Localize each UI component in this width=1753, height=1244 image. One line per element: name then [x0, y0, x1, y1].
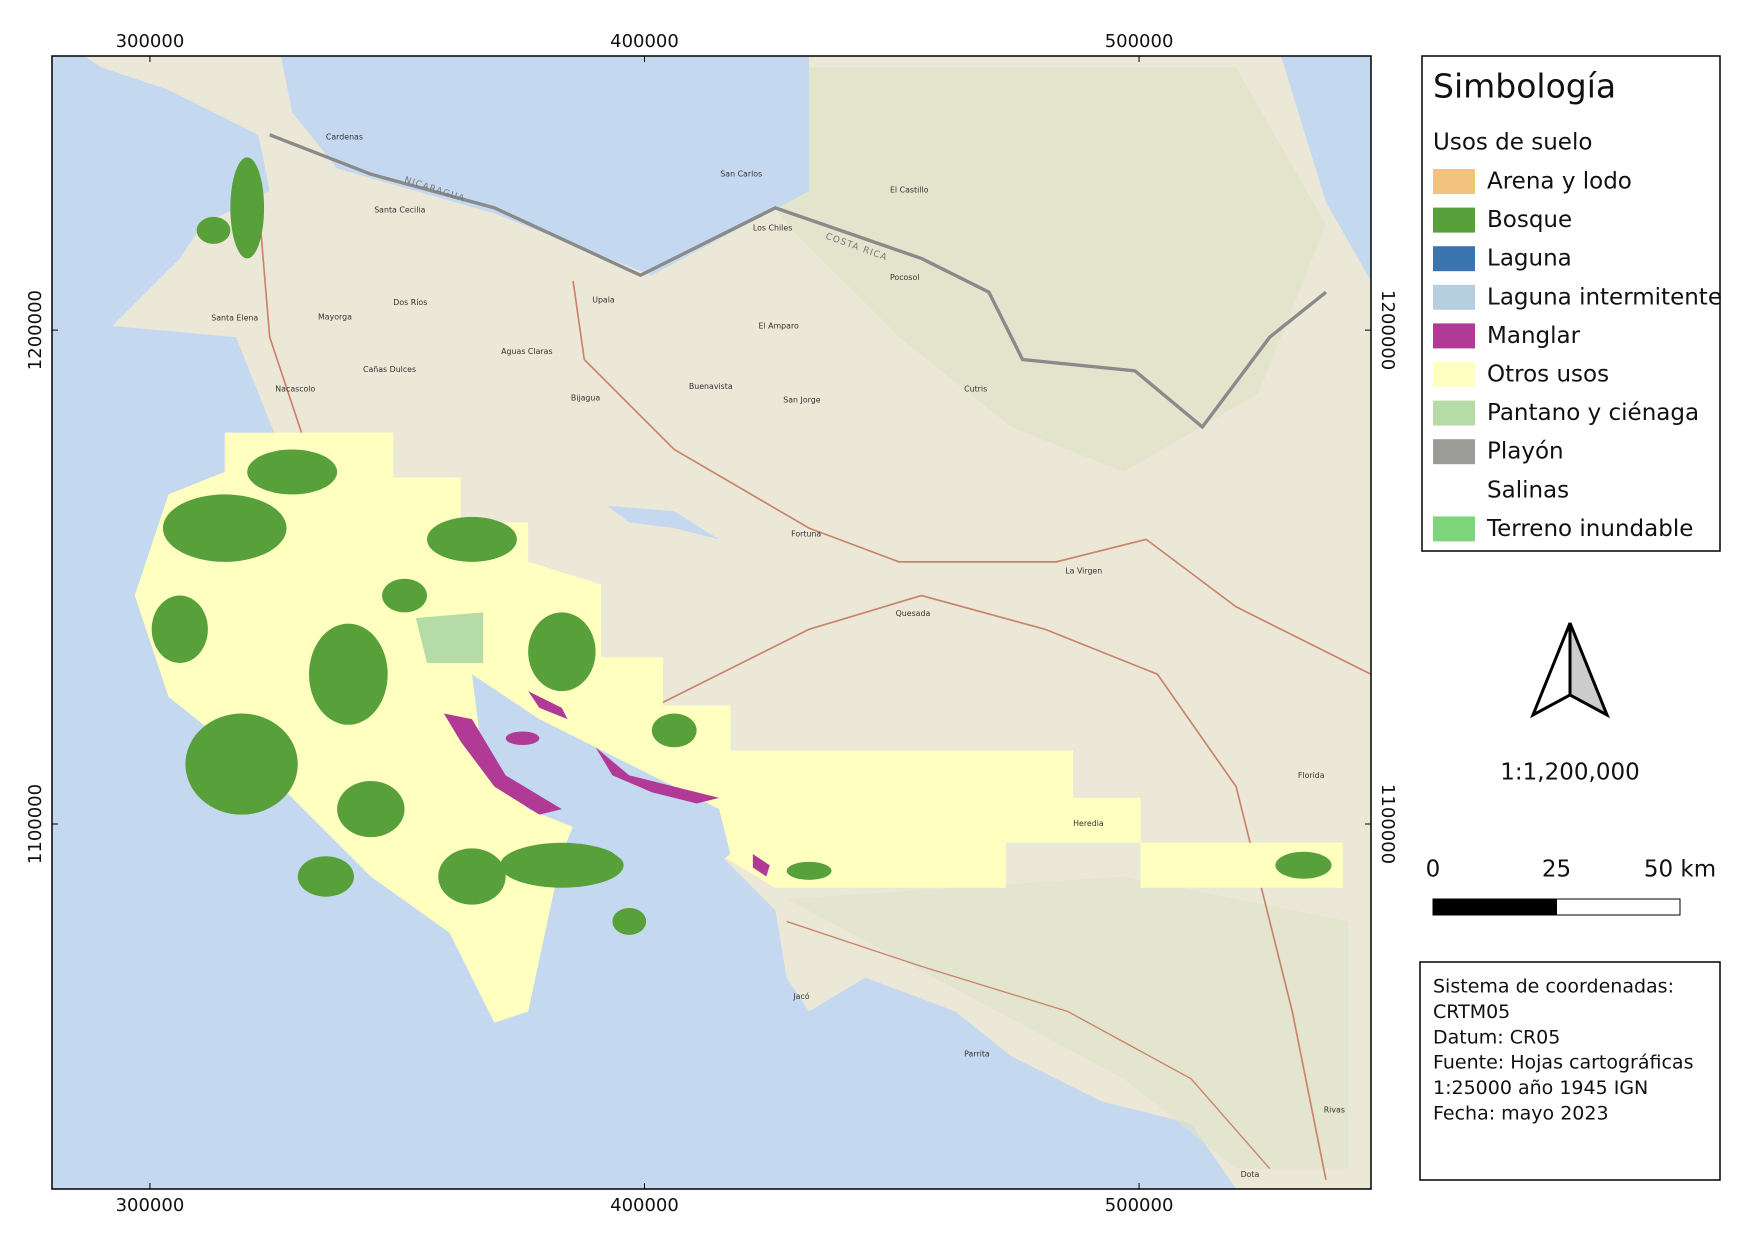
x-coord-label: 400000: [610, 1195, 679, 1216]
place-label: Cutris: [964, 384, 987, 393]
info-line: Datum: CR05: [1433, 1026, 1560, 1048]
info-line: Fecha: mayo 2023: [1433, 1103, 1609, 1125]
x-coord-label: 300000: [116, 31, 185, 52]
place-label: Mayorga: [318, 312, 352, 321]
legend-swatch: [1433, 516, 1475, 542]
basemap: NICARAGUA COSTA RICA Cardenas Santa Ceci…: [84, 56, 1371, 1189]
map-frame: NICARAGUA COSTA RICA Cardenas Santa Ceci…: [52, 56, 1371, 1189]
legend-label: Arena y lodo: [1487, 169, 1632, 195]
legend-label: Otros usos: [1487, 362, 1609, 388]
scale-ratio: 1:1,200,000: [1500, 760, 1639, 786]
north-arrow: [1530, 622, 1610, 719]
legend-swatch: [1433, 284, 1475, 310]
info-lines: Sistema de coordenadas: CRTM05 Datum: CR05…: [1433, 976, 1693, 1125]
coordinate-grid: 300000 300000 400000 400000 500000 500000 1200…: [25, 31, 1398, 1216]
legend-swatch: [1433, 477, 1475, 503]
place-label: Santa Cecilia: [374, 206, 425, 215]
place-label: Cañas Dulces: [363, 365, 416, 374]
place-label: Fortuna: [791, 529, 821, 538]
legend-items: Arena y lodo Bosque Laguna Laguna intermite…: [1433, 169, 1722, 542]
otros-usos-area: [134, 432, 1141, 1023]
info-box: [1419, 961, 1721, 1181]
road: [572, 280, 1371, 675]
legend-label: Playón: [1487, 439, 1564, 465]
y-coord-label: 1200000: [25, 290, 46, 370]
border-line: [269, 133, 1328, 430]
place-label: El Castillo: [890, 185, 929, 194]
y-coord-label: 1100000: [1377, 784, 1398, 864]
place-label: Quesada: [896, 609, 931, 618]
place-label: Nacascolo: [275, 384, 315, 393]
info-line: Fuente: Hojas cartográficas: [1433, 1052, 1693, 1074]
place-label: Florida: [1298, 771, 1325, 780]
legend-swatch: [1433, 400, 1475, 426]
pantano-area: [415, 612, 484, 663]
legend-label: Terreno inundable: [1486, 516, 1693, 542]
legend-swatch: [1433, 169, 1475, 194]
place-label: Rivas: [1324, 1106, 1345, 1115]
place-label: San Jorge: [783, 396, 820, 405]
scale-segment: [1432, 898, 1557, 916]
legend-label: Salinas: [1487, 477, 1569, 503]
place-label: Buenavista: [689, 382, 733, 391]
info-line: CRTM05: [1433, 1001, 1510, 1023]
terrain: [786, 876, 1349, 1169]
legend-swatch: [1433, 439, 1475, 465]
place-label: Aguas Claras: [501, 347, 552, 356]
x-coord-label: 400000: [610, 31, 679, 52]
x-coord-label: 500000: [1105, 1195, 1174, 1216]
map-border: [51, 55, 1372, 1190]
scale-bar: 0 25 50 km: [1426, 857, 1716, 916]
caribbean-sea: [1281, 56, 1371, 281]
legend-subtitle: Usos de suelo: [1433, 130, 1592, 156]
legend-label: Pantano y ciénaga: [1487, 400, 1699, 426]
place-label: Upala: [592, 296, 615, 305]
place-label: Dos Ríos: [393, 298, 427, 307]
legend-swatch: [1433, 207, 1475, 233]
x-coord-label: 300000: [116, 1195, 185, 1216]
place-label: Los Chiles: [753, 224, 792, 233]
lake-arenal: [606, 505, 720, 540]
manglar-areas: [443, 691, 770, 877]
place-label: La Virgen: [1065, 566, 1102, 575]
info-line: Sistema de coordenadas:: [1433, 976, 1674, 998]
place-label: San Carlos: [720, 170, 762, 179]
place-label: El Amparo: [758, 321, 799, 330]
scale-segment: [1556, 898, 1681, 916]
scale-label: 0: [1426, 857, 1441, 883]
x-coord-label: 500000: [1105, 31, 1174, 52]
legend-label: Bosque: [1487, 207, 1572, 233]
place-label: Bijagua: [571, 393, 601, 402]
scale-label: 50 km: [1644, 857, 1716, 883]
lake-nicaragua: [280, 56, 810, 276]
place-label: Pocosol: [890, 273, 919, 282]
legend-swatch: [1433, 246, 1475, 272]
place-label: Dota: [1241, 1170, 1260, 1179]
place-label: Heredia: [1073, 819, 1104, 828]
legend-label: Laguna: [1487, 246, 1572, 272]
legend-swatch: [1433, 323, 1475, 349]
road: [786, 920, 1271, 1170]
place-label: Cardenas: [326, 133, 363, 142]
legend-swatch: [1433, 362, 1475, 387]
legend-title: Simbología: [1433, 67, 1616, 106]
y-coord-label: 1100000: [25, 784, 46, 864]
bosque-patches: [151, 157, 1332, 935]
legend-label: Manglar: [1487, 323, 1581, 349]
place-label: Jacó: [792, 991, 809, 1001]
y-coord-label: 1200000: [1377, 290, 1398, 370]
info-line: 1:25000 año 1945 IGN: [1433, 1077, 1648, 1099]
place-label: Parrita: [964, 1050, 990, 1059]
scale-label: 25: [1542, 857, 1571, 883]
place-label: Santa Elena: [211, 314, 258, 323]
legend-label: Laguna intermitente: [1487, 284, 1722, 310]
gulf-of-nicoya: [471, 674, 731, 899]
terrain: [674, 67, 1326, 472]
